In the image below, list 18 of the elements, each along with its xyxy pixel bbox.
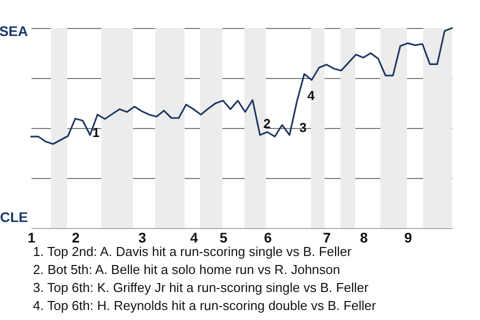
x-tick-label: 6: [264, 230, 272, 246]
x-tick-label: 1: [28, 230, 36, 246]
text: 3. Top 6th: K. Griffey Jr hit a run-scoring single vs B. Feller: [33, 279, 370, 297]
annotation: 1: [92, 125, 100, 140]
x-tick-label: 9: [404, 230, 412, 246]
text: 2. Bot 5th: A. Belle hit a solo home run vs R. Johnson: [33, 261, 342, 279]
x-tick-label: 8: [360, 230, 368, 246]
text: 1. Top 2nd: A. Davis hit a run-scoring single vs B. Feller: [33, 244, 352, 259]
annotation: 2: [263, 116, 271, 131]
x-tick-label: 4: [190, 230, 198, 246]
annotation: 4: [307, 88, 316, 103]
x-tick-label: 7: [323, 230, 332, 246]
x-tick-label: 3: [138, 230, 146, 246]
x-tick-label: 5: [220, 230, 228, 246]
text: 4. Top 6th: H. Reynolds hit a run-scoring double vs B. Feller: [33, 297, 376, 315]
text: CLE: [0, 209, 28, 225]
x-tick-label: 2: [72, 230, 80, 246]
text: SEA: [0, 23, 28, 39]
